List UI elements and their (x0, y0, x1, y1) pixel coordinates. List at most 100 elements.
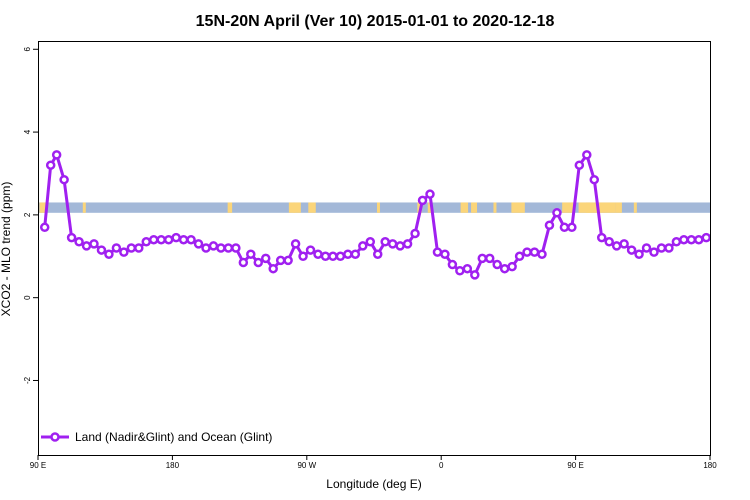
data-point (171, 232, 181, 243)
data-point (395, 241, 405, 251)
data-point (350, 249, 361, 259)
data-point (358, 241, 368, 251)
data-point (470, 270, 480, 280)
data-point (664, 243, 674, 253)
data-point (51, 150, 62, 160)
data-point (634, 249, 644, 259)
data-point (522, 247, 532, 257)
data-point (559, 222, 570, 233)
data-point (134, 243, 144, 253)
data-point (462, 263, 473, 274)
data-point (589, 174, 600, 185)
y-tick-label: -2 (23, 376, 32, 384)
data-point (45, 160, 56, 170)
x-tick-label: 90 E (30, 461, 46, 470)
x-tick-label: 90 W (297, 461, 316, 470)
data-point (567, 222, 577, 233)
data-point (619, 239, 629, 249)
land-patch (460, 202, 469, 213)
x-axis: 90 E 180 90 W 0 90 E 180 (30, 455, 717, 470)
ocean-band (38, 202, 710, 213)
data-point (283, 255, 293, 266)
data-point (246, 249, 256, 259)
data-point (432, 247, 443, 257)
data-point (275, 255, 286, 266)
land-patch (39, 202, 47, 213)
data-point (253, 257, 264, 268)
x-tick-label: 90 E (567, 461, 583, 470)
plot-frame (38, 41, 711, 456)
land-ocean-band (38, 202, 710, 213)
y-tick-label: 6 (23, 47, 32, 52)
data-point (335, 251, 346, 262)
data-point (604, 237, 614, 247)
y-axis: -2 0 2 4 6 (23, 47, 38, 384)
land-patch (82, 202, 86, 213)
data-point (514, 251, 525, 262)
x-axis-label: Longitude (deg E) (326, 477, 421, 491)
data-point (499, 263, 510, 274)
land-patch (471, 202, 478, 213)
legend-marker-swatch (50, 432, 60, 442)
data-point (268, 263, 278, 274)
data-point (582, 150, 592, 160)
data-point (66, 232, 77, 243)
land-patch (227, 202, 233, 213)
data-point (537, 249, 547, 259)
data-point (238, 257, 249, 268)
data-point (223, 243, 234, 253)
data-point (39, 222, 50, 233)
data-point (380, 237, 390, 247)
data-point (417, 195, 428, 206)
data-point (74, 237, 84, 247)
data-point (656, 243, 667, 253)
land-patch (562, 202, 575, 213)
data-point (260, 253, 271, 264)
y-tick-label: 2 (23, 212, 32, 217)
data-point (440, 249, 450, 259)
data-point (343, 249, 353, 259)
data-point (701, 232, 712, 243)
land-patch (586, 202, 616, 213)
data-point (290, 239, 301, 249)
data-point (119, 247, 129, 257)
chart-title: 15N-20N April (Ver 10) 2015-01-01 to 202… (196, 13, 555, 30)
data-point (552, 208, 562, 218)
data-point (365, 237, 376, 247)
data-point (694, 234, 704, 245)
data-point (372, 249, 383, 259)
data-point (507, 261, 517, 272)
y-tick-label: 0 (23, 295, 32, 300)
legend: Land (Nadir&Glint) and Ocean (Glint) (41, 430, 272, 444)
land-patch (376, 202, 380, 213)
data-point (626, 245, 637, 255)
data-point (126, 243, 137, 253)
x-tick-label: 0 (439, 461, 444, 470)
data-point (89, 239, 99, 249)
data-point (216, 243, 226, 253)
land-patch (308, 202, 316, 213)
data-point (477, 253, 488, 264)
data-point (81, 241, 92, 251)
data-point (686, 234, 697, 245)
x-tick-label: 180 (703, 461, 717, 470)
data-point (104, 249, 114, 259)
data-point (574, 160, 585, 170)
data-point (59, 174, 69, 185)
y-axis-label: XCO2 - MLO trend (ppm) (0, 182, 13, 317)
data-point (141, 237, 152, 247)
data-point (641, 243, 652, 253)
land-patch (427, 202, 433, 213)
data-point (596, 232, 607, 243)
data-point (544, 220, 555, 230)
data-point (320, 251, 331, 262)
data-point (313, 249, 323, 259)
data-point (111, 243, 122, 253)
data-point (410, 228, 420, 239)
data-point (186, 234, 196, 245)
data-point (529, 247, 540, 257)
data-point (679, 234, 689, 245)
land-patch (511, 202, 525, 213)
data-point (492, 259, 502, 270)
